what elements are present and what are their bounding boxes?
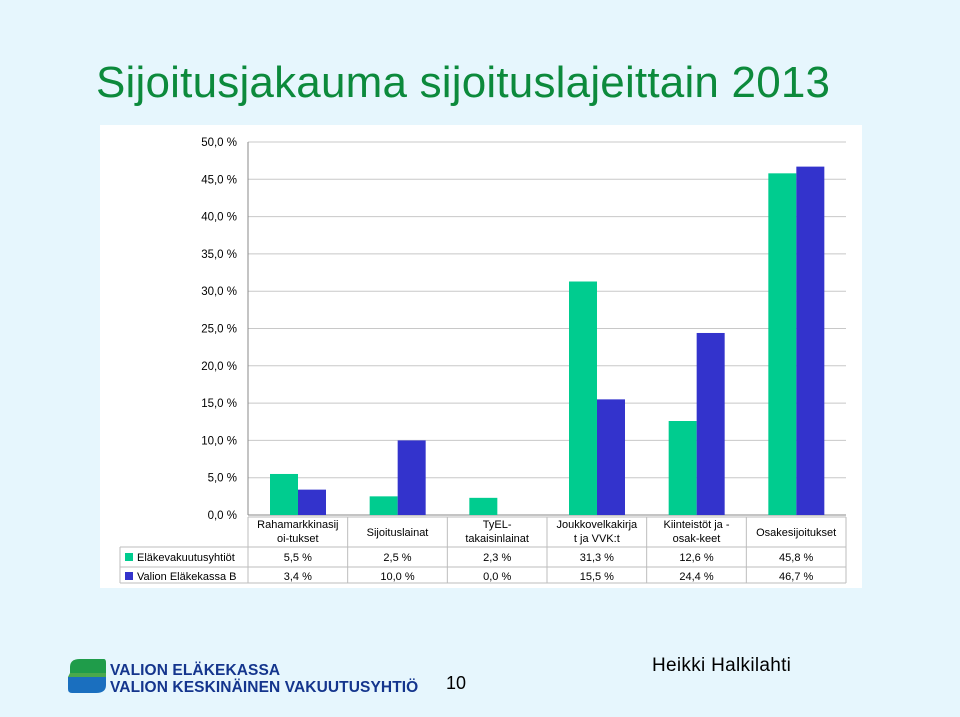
y-tick-label: 15,0 % [201, 398, 237, 410]
data-table-value: 46,7 % [779, 571, 813, 583]
category-label: t ja VVK:t [574, 533, 620, 545]
bar [696, 332, 725, 515]
page-number: 10 [446, 673, 467, 693]
y-tick-label: 0,0 % [208, 510, 237, 522]
legend-key [125, 553, 133, 561]
y-tick-label: 10,0 % [201, 435, 237, 447]
data-table-value: 45,8 % [779, 552, 813, 564]
y-tick-label: 30,0 % [201, 286, 237, 298]
y-tick-label: 25,0 % [201, 324, 237, 336]
category-label: takaisinlainat [465, 533, 529, 545]
legend-label: Eläkevakuutusyhtiöt [137, 552, 235, 564]
bar [469, 497, 498, 515]
data-table-value: 24,4 % [679, 571, 713, 583]
page-title: Sijoitusjakauma sijoituslajeittain 2013 [96, 58, 831, 107]
data-table-value: 3,4 % [284, 571, 312, 583]
y-tick-label: 50,0 % [201, 137, 237, 149]
chart-panel: 0,0 % 5,0 % 10,0 % 15,0 % 20,0 % 25,0 % 30,0 %… [100, 125, 862, 588]
bar [369, 496, 398, 515]
bar [397, 440, 426, 515]
category-label: TyEL- [483, 519, 512, 531]
author-name: Heikki Halkilahti [652, 655, 792, 676]
bar [768, 173, 797, 515]
bar [796, 166, 825, 516]
category-label: oi-tukset [277, 533, 319, 545]
valio-logo-icon [68, 659, 106, 693]
data-table-value: 15,5 % [580, 571, 614, 583]
category-label: Rahamarkkinasij [257, 519, 338, 531]
bar-chart: 0,0 % 5,0 % 10,0 % 15,0 % 20,0 % 25,0 % 30,0 %… [119, 137, 847, 584]
data-table-value: 12,6 % [679, 552, 713, 564]
bar [668, 421, 697, 515]
data-table-value: 0,0 % [483, 571, 511, 583]
category-label: Sijoituslainat [367, 527, 429, 539]
y-tick-label: 20,0 % [201, 361, 237, 373]
y-tick-label: 5,0 % [208, 473, 237, 485]
bar [298, 489, 326, 515]
category-label: Kiinteistöt ja - [663, 519, 729, 531]
org-name-secondary: VALION KESKINÄINEN VAKUUTUSYHTIÖ [110, 679, 419, 696]
data-table-value: 2,3 % [483, 552, 511, 564]
category-label: Joukkovelkakirja [556, 519, 638, 531]
legend-label: Valion Eläkekassa B [137, 571, 236, 583]
y-tick-label: 35,0 % [201, 249, 237, 261]
data-table-value: 31,3 % [580, 552, 614, 564]
category-label: osak-keet [673, 533, 721, 545]
data-table-value: 10,0 % [380, 571, 414, 583]
data-table-value: 5,5 % [284, 552, 312, 564]
category-label: Osakesijoitukset [756, 527, 836, 539]
bar [597, 399, 625, 515]
y-tick-label: 40,0 % [201, 212, 237, 224]
legend-key [125, 572, 133, 580]
y-tick-label: 45,0 % [201, 174, 237, 186]
bar [569, 281, 597, 515]
data-table-value: 2,5 % [383, 552, 411, 564]
org-name-primary: VALION ELÄKEKASSA [110, 662, 281, 679]
bar [270, 473, 298, 515]
